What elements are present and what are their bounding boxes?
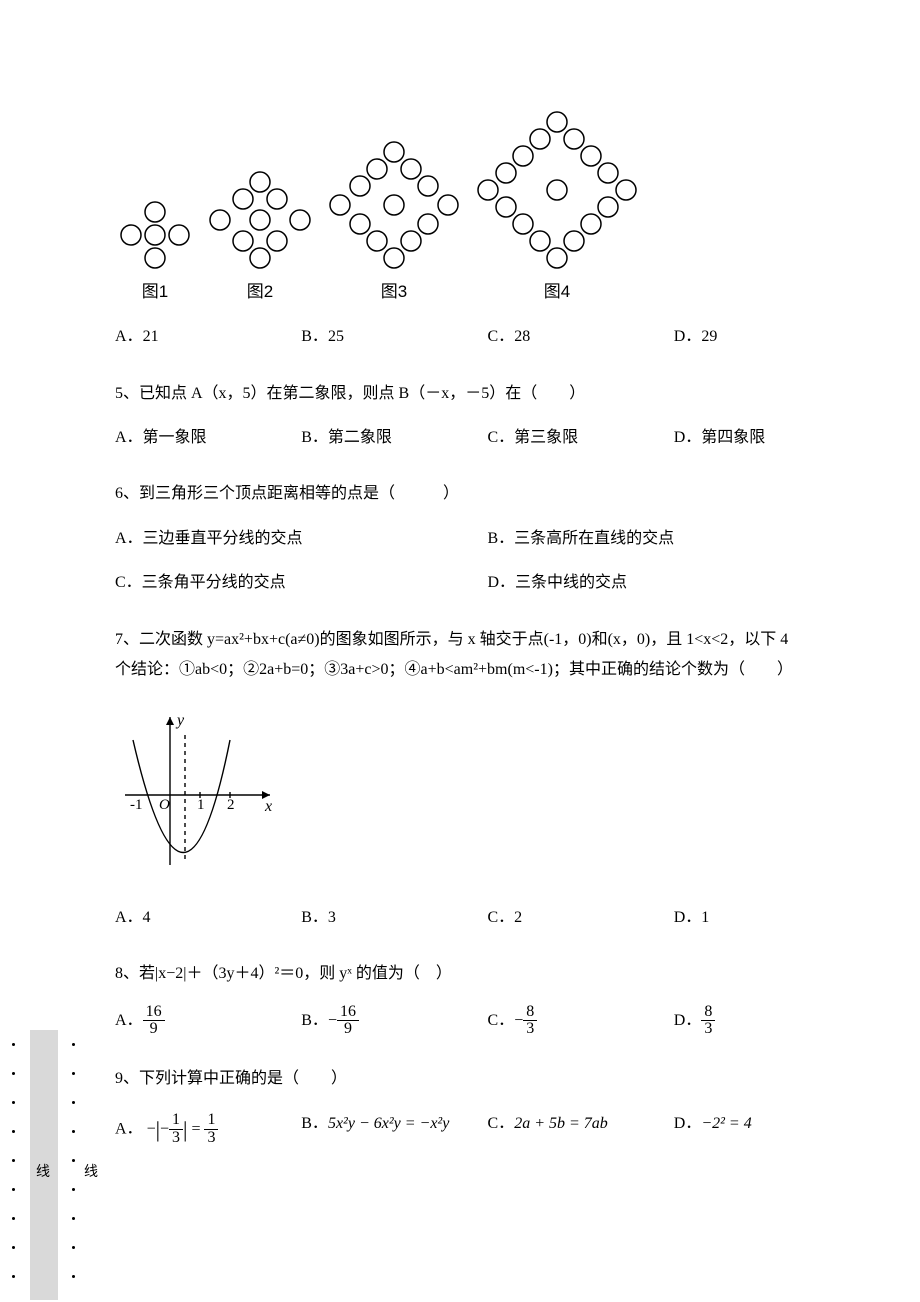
binding-strip: 线 线 (0, 1030, 100, 1300)
q8-options: A．169 B．−169 C．−83 D．83 (115, 1004, 860, 1039)
tick-2: 2 (227, 797, 235, 813)
figure-3-label: 图3 (381, 276, 407, 308)
page-content: 图1 图2 (115, 0, 860, 1206)
binding-char-left: 线 (36, 1160, 50, 1187)
parabola-svg: y x O -1 1 2 (115, 705, 280, 875)
figure-2-label: 图2 (247, 276, 273, 308)
q5-opt-a: A．第一象限 (115, 423, 301, 453)
pattern-svg-3 (325, 140, 463, 270)
q7-stem-line1: 7、二次函数 y=ax²+bx+c(a≠0)的图象如图所示，与 x 轴交于点(-… (115, 625, 860, 655)
q4-opt-b: B．25 (301, 322, 487, 352)
q7-stem-line2: 个结论：①ab<0；②2a+b=0；③3a+c>0；④a+b<am²+bm(m<… (115, 655, 860, 685)
q7-opt-a: A．4 (115, 903, 301, 933)
figure-row: 图1 图2 (115, 110, 860, 308)
q9-options: A． −|−13| = 13 B．5x²y − 6x²y = −x²y C．2a… (115, 1109, 860, 1151)
binding-dots-outer (12, 1030, 15, 1291)
q8-stem: 8、若|x−2|＋（3y＋4）²＝0，则 yˣ 的值为（ ） (115, 959, 860, 989)
pattern-svg-1 (115, 200, 195, 270)
q9-opt-a: A． −|−13| = 13 (115, 1109, 301, 1151)
q7-graph: y x O -1 1 2 (115, 705, 860, 886)
figure-1: 图1 (115, 200, 195, 308)
q6-opt-b: B．三条高所在直线的交点 (488, 524, 861, 554)
q4-opt-d: D．29 (674, 322, 860, 352)
origin-label: O (159, 797, 170, 813)
q7-opt-d: D．1 (674, 903, 860, 933)
figure-2: 图2 (205, 170, 315, 308)
q4-opt-c: C．28 (488, 322, 674, 352)
q5-opt-c: C．第三象限 (488, 423, 674, 453)
q5-options: A．第一象限 B．第二象限 C．第三象限 D．第四象限 (115, 423, 860, 453)
q6-opt-a: A．三边垂直平分线的交点 (115, 524, 488, 554)
q8-opt-a: A．169 (115, 1004, 301, 1039)
q8-opt-d: D．83 (674, 1004, 860, 1039)
q4-opt-a: A．21 (115, 322, 301, 352)
figure-4: 图4 (473, 110, 641, 308)
q9-opt-d: D．−2² = 4 (674, 1109, 860, 1151)
q6-opt-c: C．三条角平分线的交点 (115, 568, 488, 598)
q6-options: A．三边垂直平分线的交点 B．三条高所在直线的交点 C．三条角平分线的交点 D．… (115, 524, 860, 599)
q8-prefix: 8、若 (115, 965, 155, 982)
q9-stem: 9、下列计算中正确的是（ ） (115, 1064, 860, 1094)
q8-mid: ＋（3y＋4）²＝0，则 yˣ 的值为（ ） (186, 965, 451, 982)
q9-opt-c: C．2a + 5b = 7ab (488, 1109, 674, 1151)
tick-minus1: -1 (130, 797, 143, 813)
binding-dots-inner (72, 1030, 75, 1291)
q5-opt-b: B．第二象限 (301, 423, 487, 453)
q5-stem: 5、已知点 A（x，5）在第二象限，则点 B（－x，－5）在（ ） (115, 379, 860, 409)
q6-opt-d: D．三条中线的交点 (488, 568, 861, 598)
q4-options: A．21 B．25 C．28 D．29 (115, 322, 860, 352)
figure-4-label: 图4 (544, 276, 570, 308)
q5-opt-d: D．第四象限 (674, 423, 860, 453)
pattern-svg-2 (205, 170, 315, 270)
q6-stem: 6、到三角形三个顶点距离相等的点是（ ） (115, 479, 860, 509)
q8-abs: |x−2| (155, 965, 186, 982)
q9-opt-b: B．5x²y − 6x²y = −x²y (301, 1109, 487, 1151)
axis-x-label: x (264, 798, 272, 815)
figure-3: 图3 (325, 140, 463, 308)
q8-opt-c: C．−83 (488, 1004, 674, 1039)
pattern-svg-4 (473, 110, 641, 270)
axis-y-label: y (175, 712, 185, 729)
q7-opt-c: C．2 (488, 903, 674, 933)
q8-opt-b: B．−169 (301, 1004, 487, 1039)
q7-options: A．4 B．3 C．2 D．1 (115, 903, 860, 933)
binding-char-right: 线 (84, 1160, 98, 1187)
figure-1-label: 图1 (142, 276, 168, 308)
tick-1: 1 (197, 797, 205, 813)
q7-opt-b: B．3 (301, 903, 487, 933)
